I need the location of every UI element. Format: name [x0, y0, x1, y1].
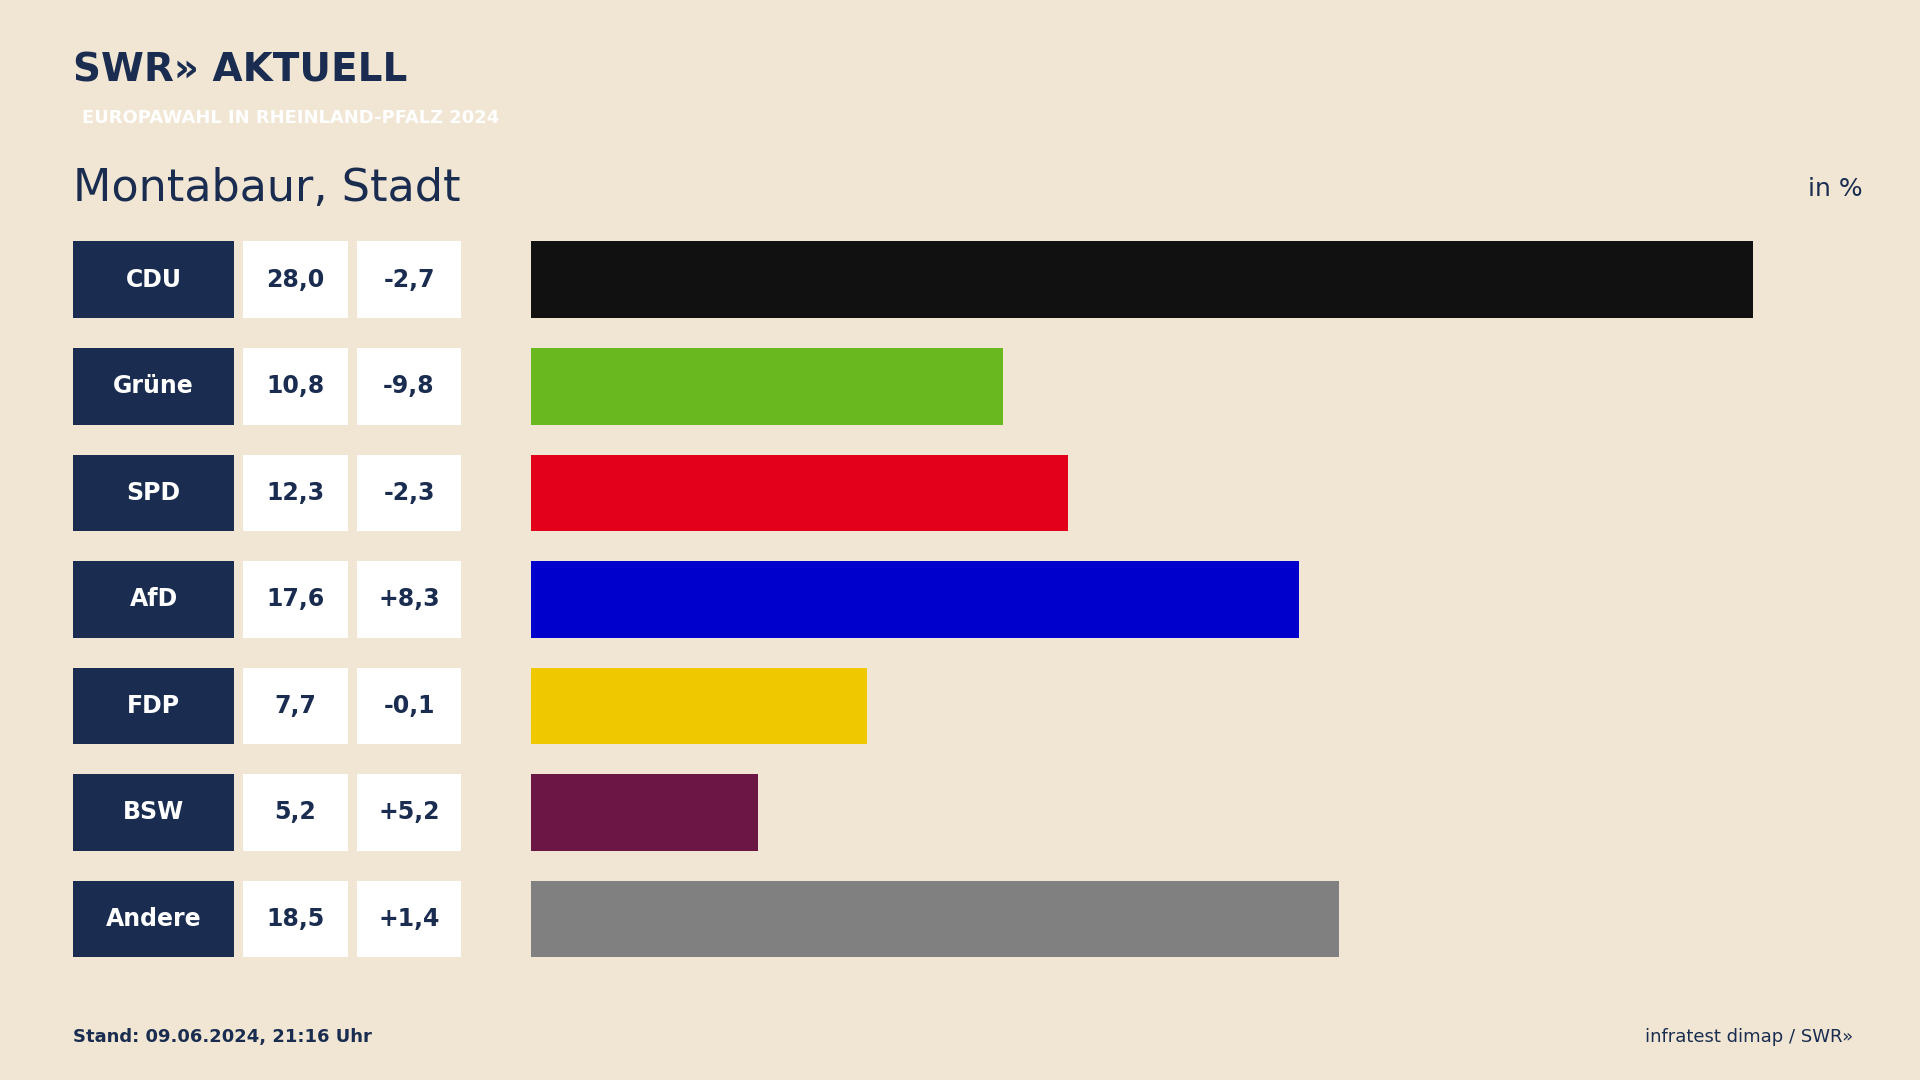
Text: Montabaur, Stadt: Montabaur, Stadt [73, 167, 461, 211]
Bar [73, 774, 234, 851]
Text: +1,4: +1,4 [378, 907, 440, 931]
Text: EUROPAWAHL IN RHEINLAND-PFALZ 2024: EUROPAWAHL IN RHEINLAND-PFALZ 2024 [83, 109, 499, 126]
Text: Grüne: Grüne [113, 375, 194, 399]
Text: BSW: BSW [123, 800, 184, 824]
Bar [532, 348, 1002, 424]
Text: AfD: AfD [129, 588, 179, 611]
Bar [357, 242, 461, 319]
Bar [532, 455, 1068, 531]
Bar [244, 561, 348, 638]
Bar [357, 880, 461, 957]
Text: 17,6: 17,6 [267, 588, 324, 611]
Text: -2,7: -2,7 [384, 268, 434, 292]
Bar [357, 455, 461, 531]
Text: Stand: 09.06.2024, 21:16 Uhr: Stand: 09.06.2024, 21:16 Uhr [73, 1028, 372, 1045]
Text: 7,7: 7,7 [275, 694, 317, 718]
Text: -2,3: -2,3 [384, 481, 434, 504]
Bar [73, 667, 234, 744]
Text: 5,2: 5,2 [275, 800, 317, 824]
Bar [244, 667, 348, 744]
Text: 10,8: 10,8 [267, 375, 324, 399]
Bar [532, 667, 868, 744]
Text: SWR» AKTUELL: SWR» AKTUELL [73, 51, 407, 90]
Bar [357, 774, 461, 851]
Bar [532, 242, 1753, 319]
Bar [73, 880, 234, 957]
Bar [244, 455, 348, 531]
Text: CDU: CDU [125, 268, 182, 292]
Text: -9,8: -9,8 [384, 375, 434, 399]
Bar [357, 561, 461, 638]
Text: FDP: FDP [127, 694, 180, 718]
Text: 12,3: 12,3 [267, 481, 324, 504]
Text: +5,2: +5,2 [378, 800, 440, 824]
Text: -0,1: -0,1 [384, 694, 434, 718]
Text: +8,3: +8,3 [378, 588, 440, 611]
Bar [532, 561, 1300, 638]
Bar [73, 455, 234, 531]
Text: 18,5: 18,5 [267, 907, 324, 931]
Text: 28,0: 28,0 [267, 268, 324, 292]
Bar [244, 242, 348, 319]
Text: infratest dimap / SWR»: infratest dimap / SWR» [1645, 1028, 1853, 1045]
Bar [244, 774, 348, 851]
Bar [532, 774, 758, 851]
Text: SPD: SPD [127, 481, 180, 504]
Bar [244, 880, 348, 957]
Bar [73, 561, 234, 638]
Bar [244, 348, 348, 424]
Text: in %: in % [1809, 177, 1862, 201]
Bar [532, 880, 1338, 957]
Bar [357, 348, 461, 424]
Bar [357, 667, 461, 744]
Bar [73, 348, 234, 424]
Text: Andere: Andere [106, 907, 202, 931]
Bar [73, 242, 234, 319]
